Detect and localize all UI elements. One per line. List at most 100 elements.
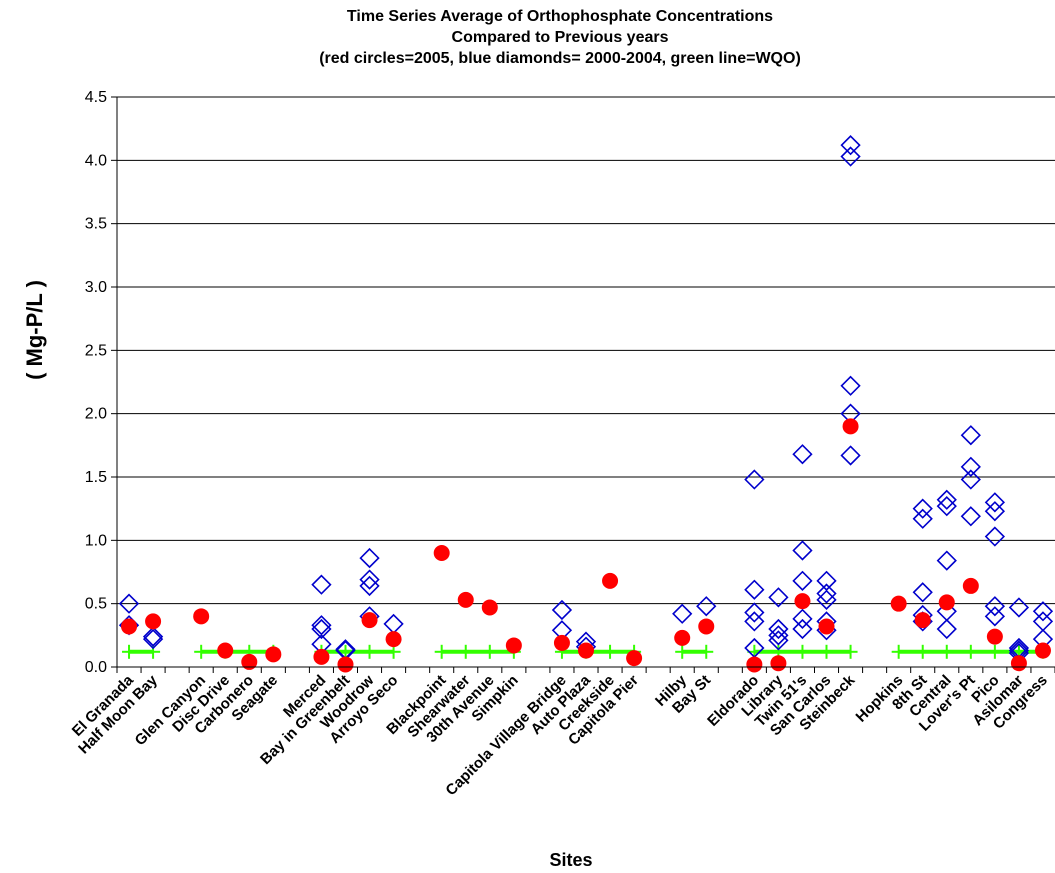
- circle-point: [626, 650, 643, 667]
- y-tick-label: 4.5: [85, 89, 107, 106]
- diamond-point: [912, 582, 933, 603]
- diamond-point: [768, 630, 789, 651]
- y-tick-label: 3.5: [85, 216, 107, 233]
- diamond-point: [792, 608, 813, 629]
- diamond-point: [359, 575, 380, 597]
- y-tick-label: 0.5: [85, 596, 107, 613]
- diamond-point: [912, 498, 933, 519]
- y-axis-title: ( Mg-P/L ): [22, 280, 47, 380]
- diamond-point: [840, 135, 861, 156]
- x-axis-title: Sites: [549, 850, 592, 870]
- diamond-point: [960, 506, 981, 527]
- diamond-point: [840, 375, 861, 396]
- circle-point: [986, 628, 1003, 645]
- y-tick-label: 3.0: [85, 279, 107, 296]
- diamond-point: [960, 456, 981, 477]
- diamond-point: [936, 550, 957, 571]
- circle-point: [698, 618, 715, 635]
- diamond-point: [768, 618, 789, 640]
- circle-point: [457, 591, 474, 608]
- circle-point: [914, 612, 931, 629]
- diamond-point: [551, 599, 573, 621]
- diamond-point: [792, 540, 813, 561]
- circle-point: [217, 642, 234, 659]
- diamond-point: [359, 547, 380, 569]
- circle-point: [193, 608, 210, 625]
- circle-point: [553, 634, 570, 651]
- circle-point: [962, 577, 979, 594]
- diamond-point: [792, 618, 813, 640]
- y-tick-label: 0.0: [85, 659, 107, 676]
- circle-point: [433, 545, 450, 561]
- diamond-point: [984, 606, 1006, 627]
- circle-point: [337, 656, 354, 673]
- y-tick-label: 4.0: [85, 152, 107, 169]
- circle-point: [674, 629, 691, 646]
- circle-point: [746, 656, 763, 673]
- circle-point: [505, 637, 522, 654]
- diamond-point: [840, 445, 861, 466]
- circle-point: [1034, 642, 1051, 659]
- circle-point: [1010, 655, 1027, 672]
- diamond-point: [768, 587, 789, 608]
- circle-point: [145, 613, 162, 630]
- diamond-point: [744, 469, 765, 490]
- diamond-point: [142, 629, 164, 650]
- circle-point: [313, 648, 330, 665]
- circle-point: [602, 572, 619, 589]
- circle-series: [121, 418, 1051, 673]
- diamond-series: [118, 135, 1054, 664]
- diamond-point: [816, 570, 837, 591]
- diamond-point: [311, 574, 332, 595]
- diamond-point: [816, 583, 837, 604]
- diamond-point: [744, 602, 765, 623]
- chart-title-line-2: Compared to Previous years: [451, 29, 669, 46]
- diamond-point: [359, 569, 380, 590]
- diamond-point: [696, 596, 717, 617]
- diamond-point: [912, 508, 933, 529]
- diamond-point: [744, 611, 765, 632]
- diamond-point: [672, 603, 693, 624]
- circle-point: [794, 593, 811, 610]
- circle-point: [842, 418, 859, 435]
- circle-point: [770, 655, 787, 672]
- diamond-point: [792, 570, 813, 591]
- circle-point: [385, 631, 402, 648]
- diamond-point: [936, 496, 957, 517]
- diamond-point: [936, 618, 957, 640]
- axes: [116, 97, 1055, 673]
- diamond-point: [816, 589, 837, 610]
- circle-point: [241, 653, 258, 670]
- circle-point: [578, 642, 594, 659]
- chart-title-line-3: (red circles=2005, blue diamonds= 2000-2…: [319, 50, 801, 67]
- circle-point: [265, 646, 282, 663]
- diamond-point: [840, 146, 861, 167]
- circle-point: [890, 595, 907, 612]
- diamond-point: [118, 593, 140, 614]
- y-tick-labels: 0.0 0.5 1.0 1.5 2.0 2.5 3.0 3.5 4.0 4.5: [85, 89, 117, 676]
- diamond-point: [383, 613, 404, 635]
- circle-point: [121, 618, 138, 635]
- diamond-point: [768, 625, 789, 646]
- circle-point: [481, 599, 498, 616]
- diamond-point: [744, 579, 765, 600]
- diamond-point: [311, 618, 332, 640]
- diamond-point: [792, 444, 813, 465]
- diamond-point: [960, 425, 981, 446]
- chart-title: Time Series Average of Orthophosphate Co…: [60, 6, 1055, 69]
- diamond-point: [1008, 597, 1030, 618]
- circle-point: [818, 618, 835, 635]
- diamond-point: [936, 489, 957, 510]
- y-tick-label: 1.0: [85, 532, 107, 549]
- y-tick-label: 2.5: [85, 342, 107, 359]
- diamond-point: [960, 469, 981, 490]
- diamond-point: [142, 626, 164, 647]
- chart-title-line-1: Time Series Average of Orthophosphate Co…: [346, 8, 774, 25]
- circle-point: [361, 612, 378, 629]
- diamond-point: [1032, 611, 1054, 632]
- y-tick-label: 1.5: [85, 469, 107, 486]
- diamond-point: [984, 492, 1006, 513]
- diamond-point: [984, 596, 1006, 617]
